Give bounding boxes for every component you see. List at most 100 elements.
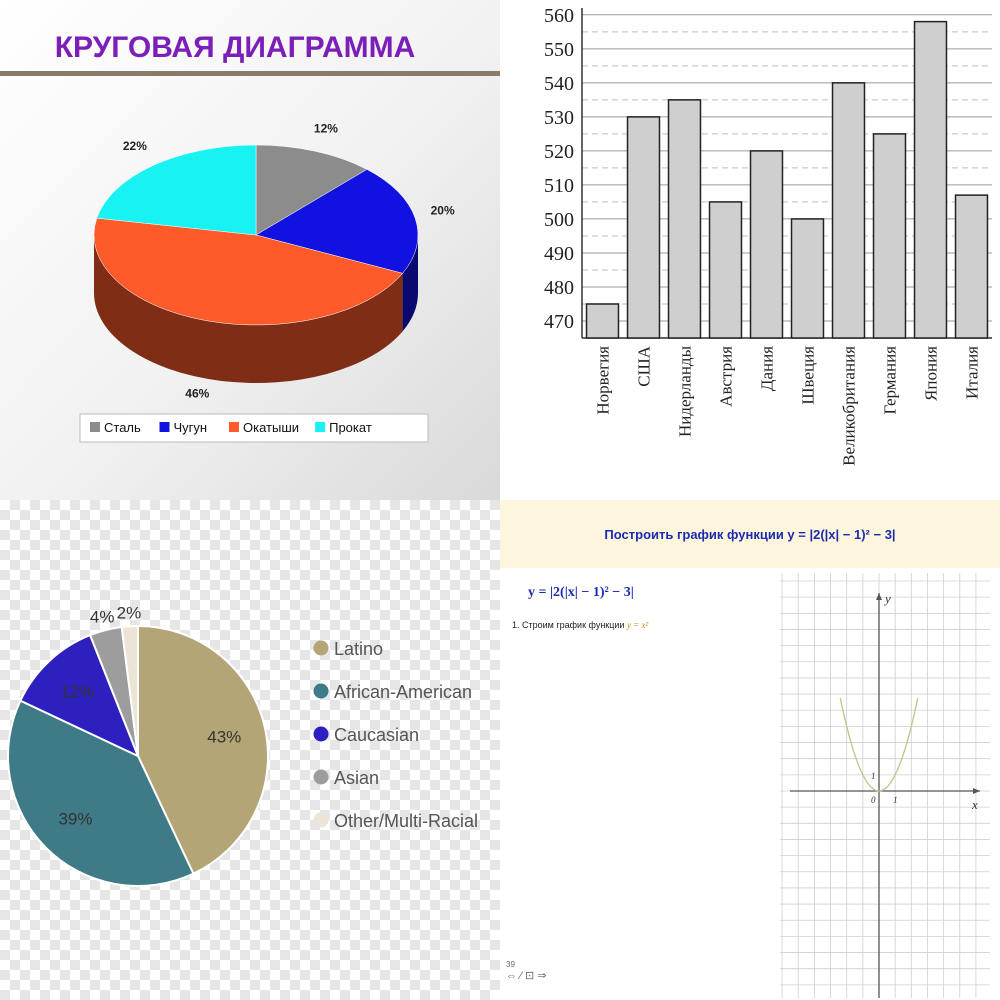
- formula: y = |2(|x| − 1)² − 3|: [528, 585, 634, 600]
- bar: [585, 303, 620, 339]
- bar: [872, 133, 907, 339]
- legend-swatch: [90, 422, 100, 432]
- legend-marker: [313, 726, 329, 742]
- legend-label: African-American: [334, 682, 472, 702]
- x-tick-label: Австрия: [717, 346, 736, 407]
- step-label: 1. Строим график функции: [512, 620, 625, 630]
- nav-icons[interactable]: ⇔ ⁄ ⊡ ⇒: [506, 970, 547, 982]
- pie-3d-slice-Сталь: [255, 144, 368, 236]
- unit-x-label: 1: [893, 795, 898, 805]
- legend-swatch: [315, 422, 326, 432]
- y-tick-label: 550: [544, 39, 574, 61]
- y-tick-label: 540: [544, 73, 574, 95]
- y-tick-labels: 470 480 490 500 510 520 530 540 550 560: [544, 5, 574, 333]
- step-function: y = x²: [626, 620, 649, 630]
- pie-chart-3d-panel: КРУГОВАЯ ДИАГРАММА 12% 20% 46% 22% Сталь Чуг…: [0, 0, 500, 500]
- legend-marker: [313, 812, 329, 828]
- y-tick-label: 530: [544, 107, 574, 129]
- legend-marker: [313, 683, 329, 699]
- slide-title: Построить график функции y = |2(|x| − 1)…: [604, 526, 896, 542]
- legend-label: Asian: [334, 768, 379, 788]
- pie-3d-labels: 12% 20% 46% 22%: [123, 122, 455, 401]
- x-tick-labels: Норвегия США Нидерланды Австрия Дания Швеция В…: [594, 345, 982, 466]
- pie-3d-label: 22%: [123, 139, 147, 153]
- x-tick-label: Нидерланды: [676, 345, 695, 437]
- bar: [626, 116, 661, 339]
- pie-3d-slice-Прокат: [96, 144, 257, 236]
- x-tick-label: Дания: [758, 346, 777, 391]
- y-tick-label: 480: [544, 277, 574, 299]
- pie-chart-panel: 43% 39% 12% 4% 2% Latino African-American Cauc…: [0, 500, 500, 1000]
- bar: [749, 150, 784, 339]
- pie-label: 39%: [58, 810, 92, 829]
- unit-y-label: 1: [871, 771, 876, 781]
- function-graph-panel: Построить график функции y = |2(|x| − 1)…: [500, 500, 1000, 1000]
- bar-chart-panel: 470 480 490 500 510 520 530 540 550 560 Норвегия С…: [500, 0, 1000, 500]
- page-number: 39: [506, 960, 515, 969]
- pie-3d-label: 46%: [185, 387, 209, 401]
- bar: [708, 201, 743, 339]
- pie-labels: 43% 39% 12% 4% 2%: [58, 603, 241, 828]
- origin-label: 0: [871, 795, 876, 805]
- y-tick-label: 560: [544, 5, 574, 27]
- pie-slices: [7, 624, 269, 887]
- pie-chart: 43% 39% 12% 4% 2% Latino African-American Cauc…: [7, 603, 478, 887]
- pie-slice-Other/Multi-Racial: [120, 624, 139, 757]
- legend-label: Other/Multi-Racial: [334, 811, 478, 831]
- x-axis-arrow: [973, 788, 980, 794]
- bar: [913, 20, 948, 339]
- pie-3d-slices: [93, 144, 419, 383]
- bar-series: [585, 20, 989, 339]
- x-tick-label: Япония: [922, 346, 941, 401]
- pie-3d-label: 20%: [431, 203, 455, 217]
- chart-title: КРУГОВАЯ ДИАГРАММА: [55, 31, 416, 64]
- y-tick-label: 490: [544, 243, 574, 265]
- pie-label: 2%: [117, 603, 142, 622]
- graph-axes: x y 0 1 1: [790, 591, 980, 998]
- pie-slice-Latino: [137, 624, 269, 875]
- pie-3d-slice-Окатыши: [93, 217, 404, 326]
- bar: [667, 99, 702, 339]
- bar: [790, 218, 825, 339]
- y-tick-label: 500: [544, 209, 574, 231]
- legend-swatch: [159, 422, 170, 432]
- pie-3d-label: 12%: [314, 122, 338, 136]
- y-axis-label: y: [883, 591, 891, 606]
- pie-3d-side-1: [402, 235, 419, 332]
- legend-marker: [313, 640, 329, 656]
- bar: [954, 194, 989, 339]
- slide-title-bar: Построить график функции y = |2(|x| − 1)…: [500, 500, 1000, 568]
- x-tick-label: Великобритания: [840, 346, 859, 466]
- y-tick-label: 470: [544, 311, 574, 333]
- pie-label: 43%: [207, 728, 241, 747]
- title-underline: [0, 71, 500, 76]
- y-axis-arrow: [876, 593, 882, 600]
- x-tick-label: Швеция: [799, 346, 818, 405]
- legend-label: Caucasian: [334, 725, 419, 745]
- legend-label: Прокат: [329, 420, 372, 435]
- bar: [831, 82, 866, 339]
- legend-swatch: [229, 422, 239, 432]
- y-tick-label: 510: [544, 175, 574, 197]
- step-text: 1. Строим график функции y = x²: [512, 620, 648, 630]
- pie-3d-slice-Чугун: [255, 169, 419, 274]
- pie-3d-side-2: [94, 235, 403, 383]
- legend-label: Сталь: [104, 420, 141, 435]
- legend-label: Latino: [334, 639, 383, 659]
- pie-label: 12%: [60, 683, 94, 702]
- x-tick-label: Италия: [963, 346, 982, 399]
- slide-nav[interactable]: 39 ⇔ ⁄ ⊡ ⇒: [506, 960, 546, 982]
- pie-3d-legend: Сталь Чугун Окатыши Прокат: [79, 413, 429, 443]
- x-tick-label: Германия: [881, 346, 900, 415]
- pie-slice-African-American: [7, 699, 195, 887]
- legend-marker: [313, 769, 329, 785]
- parabola-curve: [839, 697, 919, 792]
- x-axis-label: x: [971, 797, 978, 812]
- legend-label: Окатыши: [243, 420, 299, 435]
- y-tick-label: 520: [544, 141, 574, 163]
- pie-chart-3d: КРУГОВАЯ ДИАГРАММА 12% 20% 46% 22% Сталь Чуг…: [0, 31, 500, 443]
- graph-grid: [780, 573, 990, 998]
- bar-chart: 470 480 490 500 510 520 530 540 550 560 Норвегия С…: [544, 5, 992, 466]
- pie-label: 4%: [90, 608, 115, 627]
- legend-label: Чугун: [174, 420, 208, 435]
